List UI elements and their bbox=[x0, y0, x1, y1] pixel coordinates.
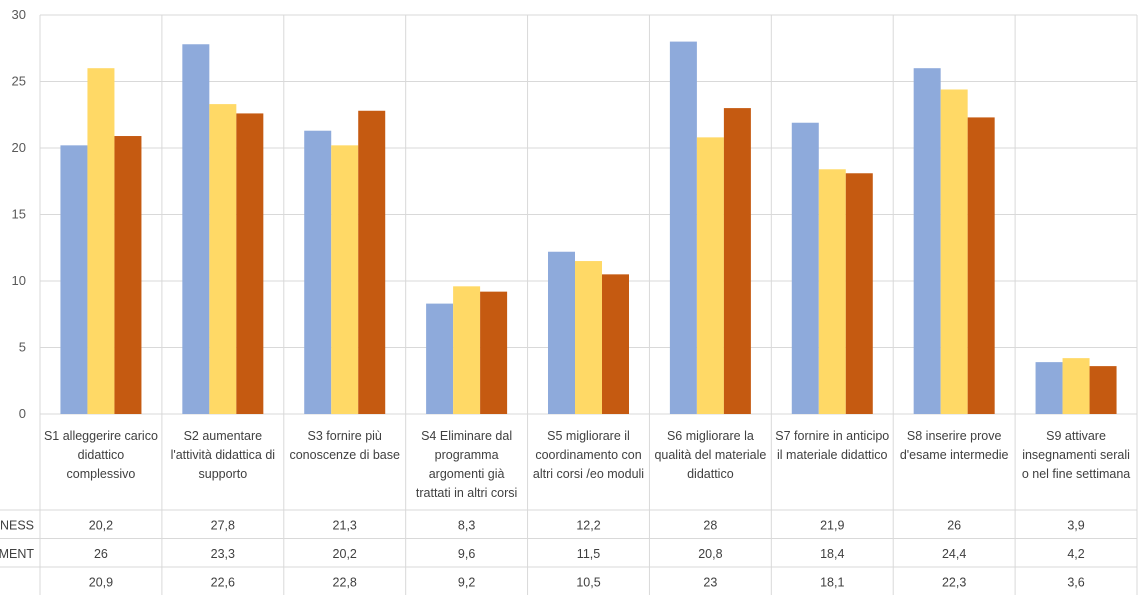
category-label-line: programma bbox=[435, 448, 499, 462]
data-table-value: 9,2 bbox=[458, 575, 475, 589]
data-table-value: 20,9 bbox=[89, 575, 113, 589]
category-label-line: S4 Eliminare dal bbox=[421, 429, 512, 443]
category-label: S1 alleggerire carico didattico complessiv… bbox=[44, 429, 158, 481]
data-table-value: 22,8 bbox=[333, 575, 357, 589]
y-tick-label: 10 bbox=[12, 273, 26, 288]
category-label: S2 aumentare l'attività didattica di suppo… bbox=[171, 429, 276, 481]
series-name: NESS bbox=[0, 518, 34, 532]
y-tick-label: 20 bbox=[12, 140, 26, 155]
category-label: S6 migliorare la qualità del materiale did… bbox=[654, 429, 766, 481]
bar bbox=[209, 104, 237, 415]
bar bbox=[548, 251, 575, 414]
bar bbox=[967, 117, 995, 414]
y-tick-label: 30 bbox=[12, 7, 26, 22]
bar bbox=[331, 145, 359, 414]
category-label: S4 Eliminare dal programma argomenti già tr… bbox=[416, 429, 517, 500]
series-name: MENT bbox=[0, 547, 34, 561]
category-label-line: didattico bbox=[78, 448, 125, 462]
y-tick-label: 25 bbox=[12, 74, 26, 89]
category-label-line: argomenti già bbox=[429, 467, 505, 481]
y-tick-label: 15 bbox=[12, 207, 26, 222]
bar bbox=[845, 173, 873, 414]
category-label-line: l'attività didattica di bbox=[171, 448, 276, 462]
category-label-line: insegnamenti serali bbox=[1022, 448, 1130, 462]
data-table-value: 18,4 bbox=[820, 547, 844, 561]
y-tick-label: 5 bbox=[19, 340, 26, 355]
data-table-value: 3,9 bbox=[1067, 518, 1084, 532]
data-table-value: 21,3 bbox=[333, 518, 357, 532]
data-table-value: 22,3 bbox=[942, 575, 966, 589]
category-label: S8 inserire prove d'esame intermedie bbox=[900, 429, 1009, 462]
category-label-line: didattico bbox=[687, 467, 734, 481]
data-table-value: 28 bbox=[703, 518, 717, 532]
category-label-line: altri corsi /eo moduli bbox=[533, 467, 644, 481]
y-tick-label: 0 bbox=[19, 406, 26, 421]
data-table-value: 26 bbox=[947, 518, 961, 532]
category-label-line: S3 fornire più bbox=[308, 429, 382, 443]
data-table-value: 23,3 bbox=[211, 547, 235, 561]
bar bbox=[182, 44, 210, 414]
category-label-line: S6 migliorare la bbox=[667, 429, 754, 443]
data-table-value: 24,4 bbox=[942, 547, 966, 561]
bar bbox=[304, 130, 332, 414]
category-label-line: S8 inserire prove bbox=[907, 429, 1002, 443]
bar bbox=[940, 89, 968, 414]
bar bbox=[913, 68, 941, 414]
data-table-value: 10,5 bbox=[576, 575, 600, 589]
bar bbox=[696, 137, 724, 415]
bar bbox=[791, 122, 819, 414]
category-label-line: S9 attivare bbox=[1046, 429, 1106, 443]
category-label-line: coordinamento con bbox=[535, 448, 641, 462]
category-label-line: o nel fine settimana bbox=[1022, 467, 1130, 481]
category-label: S9 attivare insegnamenti serali o nel fine… bbox=[1022, 429, 1130, 481]
bar bbox=[114, 136, 142, 414]
bar bbox=[453, 286, 481, 414]
data-table-value: 23 bbox=[703, 575, 717, 589]
bar bbox=[575, 261, 602, 414]
data-table-value: 22,6 bbox=[211, 575, 235, 589]
data-table-value: 9,6 bbox=[458, 547, 475, 561]
bar bbox=[480, 291, 508, 414]
category-label: S3 fornire più conoscenze di base bbox=[289, 429, 400, 462]
category-label-line: supporto bbox=[199, 467, 248, 481]
category-label: S7 fornire in anticipo il materiale didat… bbox=[775, 429, 889, 462]
bar bbox=[358, 110, 386, 414]
bar bbox=[602, 274, 629, 414]
bar bbox=[426, 303, 454, 414]
data-table-value: 20,8 bbox=[698, 547, 722, 561]
data-table-value: 12,2 bbox=[576, 518, 600, 532]
category-label-line: qualità del materiale bbox=[654, 448, 766, 462]
bar bbox=[236, 113, 264, 415]
bar bbox=[723, 108, 751, 414]
data-table-value: 26 bbox=[94, 547, 108, 561]
bar bbox=[1062, 358, 1090, 414]
category-label-line: trattati in altri corsi bbox=[416, 486, 517, 500]
bar bbox=[1089, 366, 1117, 414]
category-label: S5 migliorare il coordinamento con altri c… bbox=[533, 429, 644, 481]
data-table-value: 21,9 bbox=[820, 518, 844, 532]
category-label-line: conoscenze di base bbox=[289, 448, 400, 462]
bar bbox=[60, 145, 88, 414]
category-label-line: S1 alleggerire carico bbox=[44, 429, 158, 443]
category-label-line: S5 migliorare il bbox=[547, 429, 630, 443]
data-table-value: 20,2 bbox=[333, 547, 357, 561]
category-label-line: S7 fornire in anticipo bbox=[775, 429, 889, 443]
bar bbox=[818, 169, 846, 414]
category-label-line: S2 aumentare bbox=[184, 429, 263, 443]
data-table-value: 11,5 bbox=[577, 547, 600, 561]
bar bbox=[87, 68, 115, 414]
data-table-value: 18,1 bbox=[820, 575, 844, 589]
data-table-value: 3,6 bbox=[1067, 575, 1084, 589]
category-label-line: d'esame intermedie bbox=[900, 448, 1009, 462]
data-table-value: 8,3 bbox=[458, 518, 475, 532]
bar bbox=[669, 41, 697, 414]
category-label-line: complessivo bbox=[67, 467, 136, 481]
category-label-line: il materiale didattico bbox=[777, 448, 888, 462]
data-table-value: 20,2 bbox=[89, 518, 113, 532]
data-table-value: 27,8 bbox=[211, 518, 235, 532]
data-table-value: 4,2 bbox=[1067, 547, 1084, 561]
bar bbox=[1035, 362, 1063, 414]
